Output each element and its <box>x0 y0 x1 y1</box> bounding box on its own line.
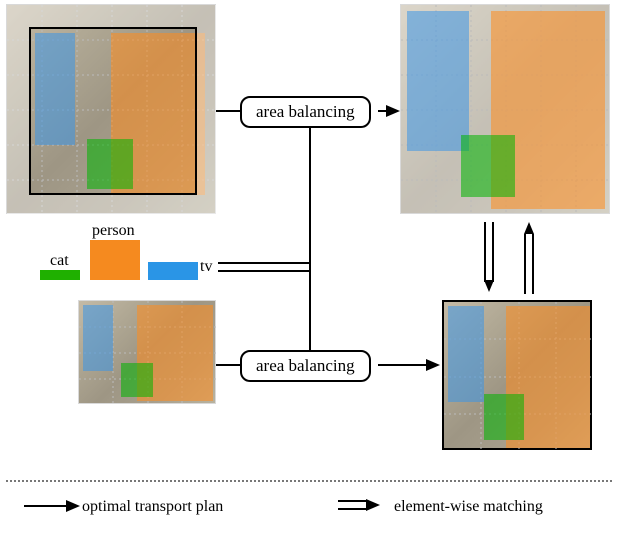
conn-box-br-line <box>378 364 428 366</box>
bar-cat <box>40 270 80 280</box>
conn-vertical <box>309 126 311 350</box>
legend-arrow-solid <box>24 505 68 507</box>
overlay-tv <box>83 305 113 371</box>
overlay-tv <box>407 11 469 151</box>
dim-right <box>197 27 217 195</box>
inner-frame <box>29 27 197 195</box>
overlay-cat <box>121 363 153 397</box>
panel-top-left <box>6 4 216 214</box>
legend-arrow-double <box>338 500 380 512</box>
bar-label-tv: tv <box>200 258 212 276</box>
area-balancing-top: area balancing <box>240 96 371 128</box>
dim-left <box>7 27 29 195</box>
panel-bottom-left <box>78 300 216 404</box>
conn-box-tr-arrow <box>386 105 400 117</box>
dim-top <box>7 5 217 27</box>
legend-elementwise: element-wise matching <box>394 498 543 516</box>
bar-tv <box>148 262 198 280</box>
panel-bottom-right <box>442 300 592 450</box>
bar-label-cat: cat <box>50 252 69 270</box>
conn-tl-box <box>216 110 240 112</box>
overlay-cat <box>484 394 524 440</box>
legend-optimal-transport: optimal transport plan <box>82 498 223 516</box>
dotted-rule <box>6 480 612 482</box>
conn-bl-box <box>216 364 240 366</box>
conn-legend-double <box>218 262 310 274</box>
dim-bottom <box>7 195 217 215</box>
conn-box-br-arrow <box>426 359 440 371</box>
panel-top-right <box>400 4 610 214</box>
double-arrow-up <box>524 222 538 294</box>
overlay-cat <box>461 135 515 197</box>
area-balancing-bottom: area balancing <box>240 350 371 382</box>
double-arrow-down <box>484 222 498 294</box>
box-label: area balancing <box>256 356 355 375</box>
bar-person <box>90 240 140 280</box>
box-label: area balancing <box>256 102 355 121</box>
overlay-tv <box>448 306 484 402</box>
bar-label-person: person <box>92 222 135 240</box>
